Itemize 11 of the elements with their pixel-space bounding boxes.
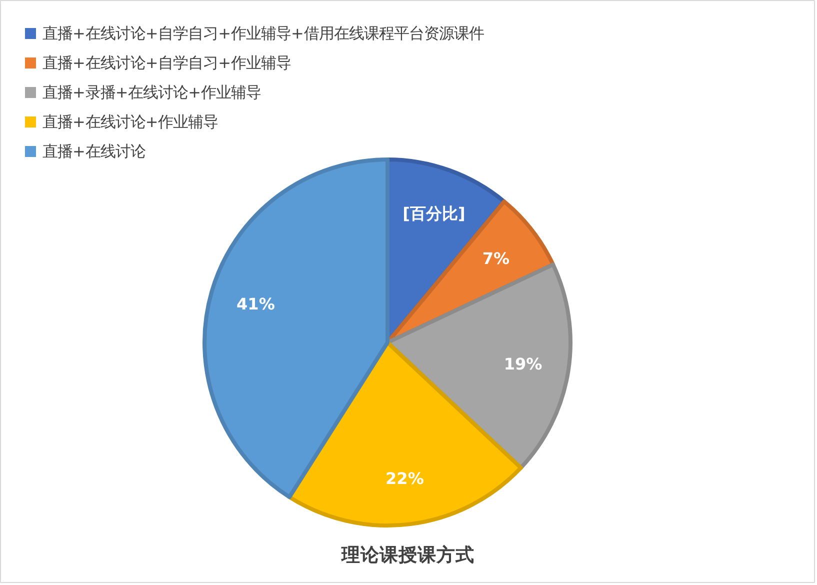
data-label: 41% [236,294,275,314]
legend-label: 直播+在线讨论+自学自习+作业辅导+借用在线课程平台资源课件 [42,24,484,42]
legend-label: 直播+在线讨论 [42,142,146,160]
legend-label: 直播+录播+在线讨论+作业辅导 [42,84,262,102]
legend-label: 直播+在线讨论+自学自习+作业辅导 [42,54,292,72]
data-label: [百分比] [402,204,466,223]
legend-label: 直播+在线讨论+作业辅导 [42,113,218,131]
data-label: 19% [504,354,542,374]
data-label: 7% [482,248,510,268]
text: 理论课授课方式 [340,544,474,566]
data-label: 22% [386,469,424,488]
